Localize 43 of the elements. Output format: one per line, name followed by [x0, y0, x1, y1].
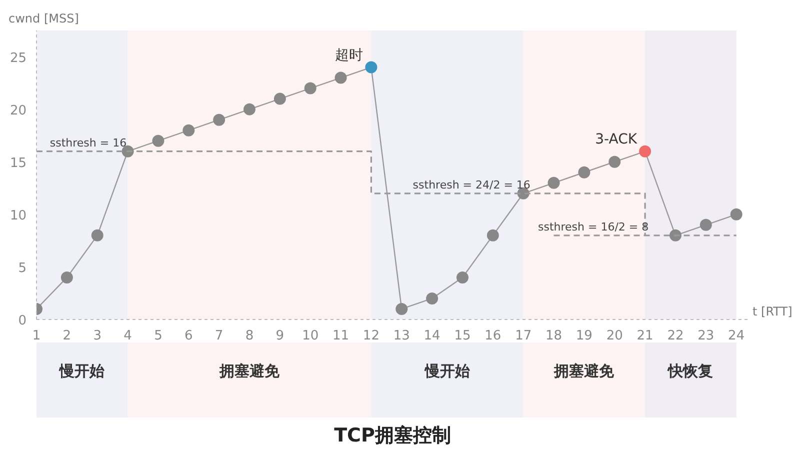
- x-tick-label: 18: [545, 328, 562, 344]
- annotation: ssthresh = 16/2 = 8: [538, 220, 649, 234]
- x-tick-label: 8: [245, 328, 254, 344]
- x-tick-label: 12: [362, 328, 380, 344]
- annotation: 超时: [335, 47, 364, 64]
- x-tick-label: 16: [484, 328, 502, 344]
- y-tick-label: 5: [18, 260, 27, 276]
- x-tick-label: 4: [124, 328, 132, 344]
- x-tick-label: 22: [667, 328, 684, 344]
- y-tick-label: 25: [10, 50, 27, 66]
- annotation: 3-ACK: [595, 131, 638, 148]
- x-tick-label: 10: [302, 328, 319, 344]
- x-tick-label: 19: [576, 328, 592, 344]
- x-tick-label: 13: [393, 328, 410, 344]
- band-label: 拥塞避免: [218, 362, 280, 380]
- band-label: 慢开始: [58, 362, 106, 380]
- x-tick-label: 15: [454, 328, 471, 344]
- x-axis-title: t [RTT]: [752, 304, 792, 318]
- y-tick-label: 0: [18, 314, 27, 328]
- band-label: 慢开始: [424, 362, 471, 380]
- annotation: ssthresh = 16: [50, 136, 127, 150]
- x-tick-label: 20: [606, 328, 623, 344]
- band-label: 快恢复: [667, 362, 714, 380]
- y-tick-label: 20: [10, 103, 27, 118]
- x-tick-label: 7: [214, 328, 224, 344]
- x-tick-label: 14: [424, 328, 440, 344]
- y-tick-label: 10: [10, 208, 27, 224]
- annotation: ssthresh = 24/2 = 16: [412, 178, 530, 192]
- x-tick-label: 6: [184, 328, 193, 344]
- x-tick-label: 11: [332, 328, 350, 344]
- x-tick-label: 17: [515, 328, 532, 344]
- x-tick-label: 24: [728, 328, 745, 344]
- band-label: 拥塞避免: [553, 362, 616, 380]
- x-tick-label: 23: [698, 328, 714, 344]
- y-axis-title: cwnd [MSS]: [8, 12, 79, 26]
- x-tick-label: 3: [93, 328, 102, 344]
- x-tick-label: 1: [32, 328, 41, 344]
- y-tick-label: 15: [10, 156, 27, 171]
- x-tick-label: 5: [154, 328, 162, 344]
- x-tick-label: 9: [276, 328, 284, 344]
- x-tick-label: 21: [636, 328, 654, 344]
- x-tick-label: 2: [62, 328, 72, 344]
- text: TCP拥塞控制: [334, 424, 451, 446]
